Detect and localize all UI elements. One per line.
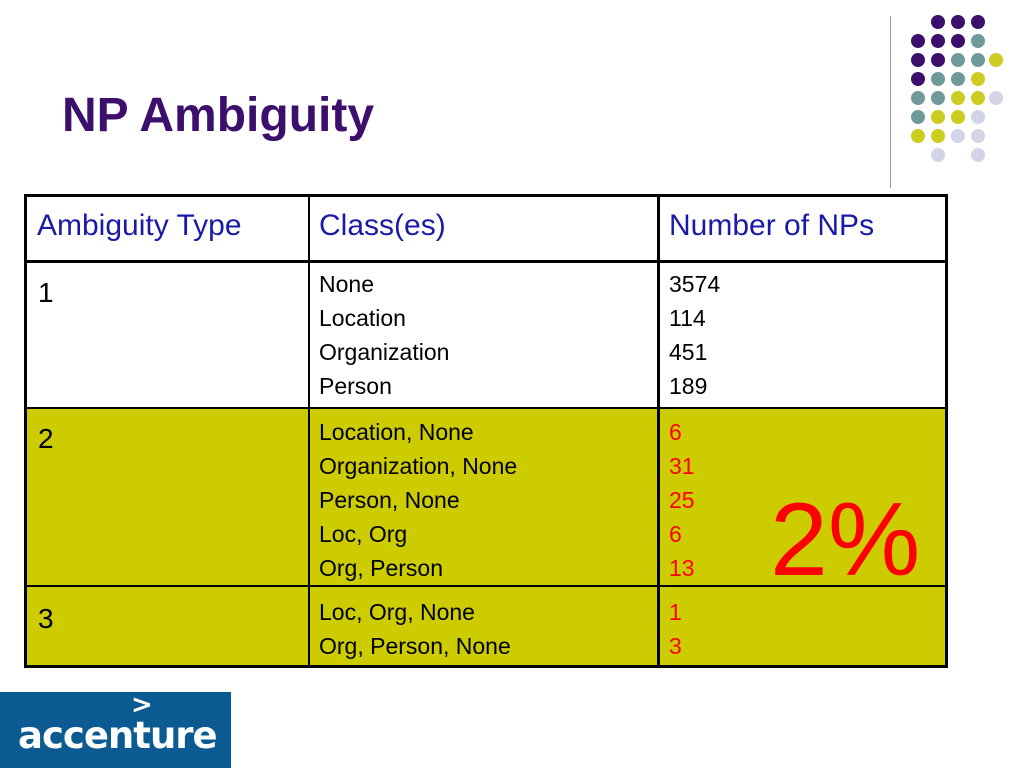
count-item: 13: [669, 555, 695, 581]
table-row-2: [27, 409, 945, 585]
table-row-1: [27, 263, 945, 407]
count-item: 1: [669, 599, 682, 625]
table-row-3: [27, 587, 945, 665]
decorative-dot: [951, 72, 965, 86]
row-2-counts: 6 31 25 6 13: [669, 415, 695, 585]
decorative-dot: [931, 129, 945, 143]
row-3-counts: 1 3: [669, 595, 682, 663]
class-item: Organization, None: [319, 453, 518, 479]
class-item: Organization: [319, 339, 450, 365]
decorative-dot: [911, 34, 925, 48]
accenture-logo: > accenture: [0, 692, 231, 768]
decorative-dot: [931, 15, 945, 29]
count-item: 3: [669, 633, 682, 659]
logo-chevron-icon: >: [131, 690, 153, 720]
decorative-divider: [890, 16, 891, 188]
class-item: Person: [319, 373, 392, 399]
slide-title: NP Ambiguity: [62, 89, 375, 142]
decorative-dot: [971, 53, 985, 67]
count-item: 189: [669, 373, 708, 399]
decorative-dot: [911, 129, 925, 143]
decorative-dot: [951, 34, 965, 48]
decorative-dot: [971, 110, 985, 124]
count-item: 6: [669, 419, 682, 445]
count-item: 3574: [669, 271, 721, 297]
decorative-dot: [971, 34, 985, 48]
decorative-dot: [989, 91, 1003, 105]
column-rule: [308, 197, 310, 665]
class-item: Location, None: [319, 419, 474, 445]
decorative-dot: [931, 53, 945, 67]
class-item: Org, Person: [319, 555, 443, 581]
decorative-dot: [911, 110, 925, 124]
row-2-type: 2: [38, 423, 54, 454]
decorative-dot: [971, 148, 985, 162]
decorative-dot: [971, 91, 985, 105]
count-item: 31: [669, 453, 695, 479]
decorative-dot: [951, 110, 965, 124]
column-rule: [657, 197, 660, 665]
decorative-dot: [971, 15, 985, 29]
class-item: Loc, Org, None: [319, 599, 475, 625]
row-rule: [27, 407, 945, 409]
count-item: 114: [669, 305, 706, 331]
count-item: 451: [669, 339, 708, 365]
header-ambiguity-type: Ambiguity Type: [37, 209, 242, 242]
percentage-annotation: 2%: [770, 482, 921, 598]
decorative-dot: [931, 72, 945, 86]
count-item: 6: [669, 521, 682, 547]
class-item: Location: [319, 305, 406, 331]
class-item: None: [319, 271, 374, 297]
table-header-row: [27, 197, 945, 263]
class-item: Org, Person, None: [319, 633, 511, 659]
row-rule: [27, 585, 945, 587]
decorative-dot: [989, 53, 1003, 67]
header-number-of-nps: Number of NPs: [669, 209, 875, 242]
row-3-type: 3: [38, 603, 54, 634]
decorative-dot: [951, 53, 965, 67]
decorative-dot: [931, 34, 945, 48]
count-item: 25: [669, 487, 695, 513]
row-3-classes: Loc, Org, None Org, Person, None: [319, 595, 511, 663]
class-item: Loc, Org: [319, 521, 408, 547]
ambiguity-table: Ambiguity Type Class(es) Number of NPs 1…: [24, 194, 948, 668]
decorative-dot: [911, 53, 925, 67]
logo-wordmark: accenture: [18, 714, 218, 757]
decorative-dot: [971, 129, 985, 143]
header-rule: [27, 260, 945, 263]
row-1-counts: 3574 114 451 189: [669, 267, 720, 403]
header-classes: Class(es): [319, 209, 446, 242]
decorative-dot: [931, 110, 945, 124]
decorative-dot: [911, 72, 925, 86]
decorative-dot: [911, 91, 925, 105]
decorative-dot: [951, 15, 965, 29]
decorative-dot: [971, 72, 985, 86]
decorative-dot: [951, 91, 965, 105]
class-item: Person, None: [319, 487, 460, 513]
row-2-classes: Location, None Organization, None Person…: [319, 415, 517, 585]
decorative-dot: [931, 91, 945, 105]
row-1-classes: None Location Organization Person: [319, 267, 449, 403]
decorative-dot: [951, 129, 965, 143]
row-1-type: 1: [38, 277, 54, 308]
decorative-dot: [931, 148, 945, 162]
